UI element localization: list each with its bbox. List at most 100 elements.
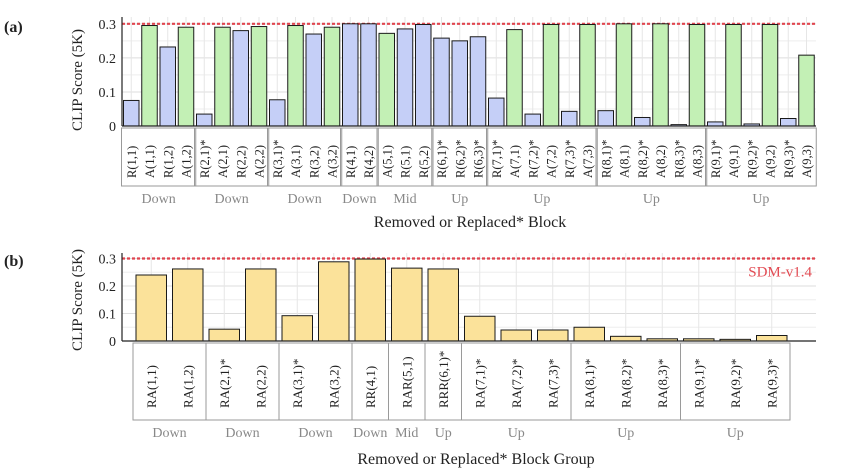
panel-a-bar [506,29,523,127]
panel-b-bar [318,261,350,342]
panel-b-bar [427,268,459,342]
panel-a-bar [579,23,596,127]
panel-a-bar [798,54,815,127]
panel-b-bar [208,328,240,342]
panel-b-bar [245,268,277,342]
panel-a-category-label: R(9,1)* [709,139,723,178]
panel-b-ytick-label: 0.1 [99,308,117,323]
panel-a-bar [415,23,432,127]
panel-a-bar [615,23,633,127]
panel-a-xlabel: Removed or Replaced* Block [374,214,566,231]
panel-a-bar [469,36,487,127]
panel-a-group-label: Down [142,192,176,207]
panel-a-category-label: R(8,2)* [636,139,650,178]
panel-b-category-label: RA(3,2) [326,365,341,408]
panel-b-category-label: RA(9,2)* [728,359,743,408]
panel-b-category-label: RA(8,2)* [618,359,633,408]
panel-b-group-label: Up [435,426,452,441]
panel-b-group-label: Down [353,426,387,441]
panel-b-category-label: RA(8,1)* [582,359,597,408]
panel-a-bar [177,26,195,127]
panel-a-bar [159,46,176,127]
panel-a-group-label: Down [342,192,376,207]
panel-a-category-label: A(5,1) [380,145,394,178]
panel-b-category-label: RRR(6,1)* [436,351,451,408]
panel-a-category-label: R(7,3)* [563,139,577,178]
panel-a-bar [707,121,724,127]
panel-b-category-label: RA(2,2) [253,365,268,408]
panel-a-category-label: R(5,1) [399,146,413,178]
panel-a-category-label: R(6,2)* [453,139,467,178]
panel-b-bar [281,315,313,342]
panel-a-ytick-label: 0 [109,120,116,135]
panel-b-bar [354,258,386,342]
panel-a-category-label: A(3,1) [289,145,303,178]
panel-b-bar [391,267,423,342]
panel-a-bar [688,23,706,127]
panel-b-category-label: RAR(5,1) [399,356,414,408]
panel-a-group-box [376,127,434,187]
panel-a-bar [269,99,286,127]
panel-a-category-label: A(8,3) [691,145,705,178]
panel-a-group-box [340,127,379,187]
panel-a-bar [214,26,231,127]
panel-b-category-label: RA(1,1) [144,365,159,408]
panel-b-category-label: RA(7,2)* [509,359,524,408]
panel-a-category-label: R(3,1)* [271,139,285,178]
panel-a-bar [725,23,742,127]
panel-b-category-label: RA(7,3)* [545,359,560,408]
panel-a-group-box [267,127,343,187]
panel-a-category-label: R(6,3)* [472,139,486,178]
panel-a-bar [232,30,249,127]
panel-a-category-label: A(9,3) [800,145,814,178]
panel-b-bar [756,335,788,342]
panel-a-ylabel: CLIP Score (5K) [70,29,86,131]
panel-b-category-label: RA(8,3)* [655,359,670,408]
panel-a-category-label: R(9,3)* [782,139,796,178]
panel-a-ytick-label: 0.2 [99,52,117,67]
panel-a-bar [196,113,213,127]
panel-a-group-label: Down [215,192,249,207]
panel-a-bar [597,110,614,127]
panel-a-bar [542,23,560,127]
panel-a-category-label: A(1,1) [143,145,157,178]
panel-b-ytick-label: 0.2 [99,280,117,295]
panel-a-group-box [705,127,817,187]
panel-a-category-label: A(7,3) [581,145,595,178]
panel-b-ytick-label: 0.3 [99,253,117,268]
panel-a-group-box [194,127,270,187]
panel-a-category-label: A(1,2) [180,145,194,178]
panel-a-category-label: R(1,2) [161,146,175,178]
panel-a-category-label: R(1,1) [125,146,139,178]
panel-a-bar [561,110,578,127]
panel-a-bar [634,116,651,127]
panel-a-category-label: R(4,2) [362,146,376,178]
panel-b-category-label: RA(9,1)* [691,359,706,408]
panel-b-group-label: Up [617,426,634,441]
panel-a-category-label: R(3,2) [307,146,321,178]
panel-a-bar [360,23,377,127]
panel-b-bar [464,315,496,342]
panel-a-bar [524,113,541,127]
chart-panel-a: (a) CLIP Score (5K) Removed or Replaced*… [4,17,817,231]
panel-a-bar [433,37,450,127]
panel-a-group-label: Up [752,192,769,207]
panel-a-bar [780,118,797,127]
panel-a-label: (a) [4,19,23,36]
panel-a-bar [305,33,322,127]
panel-b-category-label: RA(7,1)* [472,359,487,408]
panel-b-category-label: RA(1,2) [180,365,195,408]
panel-a-category-label: R(4,1) [344,146,358,178]
panel-b-group-label: Down [298,426,332,441]
panel-a-bar [123,99,140,127]
panel-b-reference-label: SDM-v1.4 [748,265,812,281]
panel-b-group-label: Up [727,426,744,441]
panel-a-category-label: R(7,2)* [526,139,540,178]
panel-a-category-label: A(9,2) [764,145,778,178]
panel-a-group-box [486,127,598,187]
panel-a-category-label: R(9,2)* [745,139,759,178]
panel-a-ytick-label: 0.1 [99,86,117,101]
panel-a-category-label: A(8,2) [654,145,668,178]
panel-a-group-box [595,127,708,187]
